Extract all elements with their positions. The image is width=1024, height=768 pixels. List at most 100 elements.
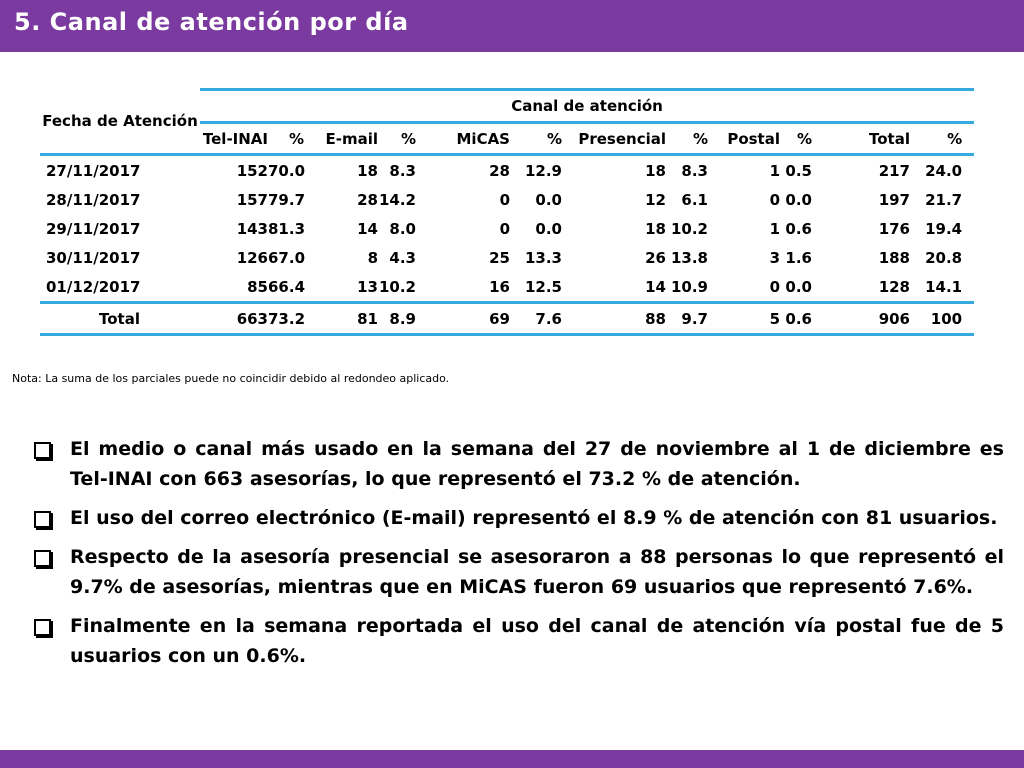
total-cell: 69 <box>428 301 510 336</box>
table-cell: 28 <box>357 190 378 209</box>
table-cell: 16 <box>489 277 510 296</box>
table-cell: 217 <box>878 161 910 180</box>
table-cell: 19.4 <box>925 219 963 238</box>
table-cell: 0 <box>499 190 510 209</box>
table-cell: 8 <box>367 248 378 267</box>
total-cell: 88 <box>574 301 666 336</box>
table-cell: 12 <box>645 190 666 209</box>
date-cell: 28/11/2017 <box>46 190 141 209</box>
bullet-item: Finalmente en la semana reportada el uso… <box>34 611 1004 671</box>
column-header: Postal <box>720 121 780 156</box>
total-cell: 5 <box>720 301 780 336</box>
table-cell: 10.2 <box>378 277 416 296</box>
table-cell: 143 <box>236 219 268 238</box>
total-cell: 81 <box>316 301 378 336</box>
bullet-list: El medio o canal más usado en la semana … <box>34 434 1004 680</box>
checkbox-bullet-icon <box>34 442 51 459</box>
table-cell: 10.9 <box>670 277 708 296</box>
table-cell: 28 <box>489 161 510 180</box>
table-cell: 1 <box>769 161 780 180</box>
total-label: Total <box>40 301 200 336</box>
footer-bar <box>0 750 1024 768</box>
total-cell: 100 <box>910 301 975 336</box>
table-cell: 0.6 <box>785 219 812 238</box>
rounding-note: Nota: La suma de los parciales puede no … <box>12 372 450 385</box>
table-cell: 197 <box>878 190 910 209</box>
date-cell: 27/11/2017 <box>46 161 141 180</box>
table-cell: 8.3 <box>389 161 416 180</box>
channel-group-header: Canal de atención <box>200 88 975 123</box>
table-cell: 3 <box>769 248 780 267</box>
total-cell: 73.2 <box>268 301 316 336</box>
total-row: Total 663 73.2 81 8.9 69 7.6 88 9.7 5 0.… <box>40 301 975 336</box>
table-cell: 0.0 <box>535 190 562 209</box>
table-cell: 157 <box>236 190 268 209</box>
table-cell: 1 <box>769 219 780 238</box>
bullet-item: Respecto de la asesoría presencial se as… <box>34 542 1004 602</box>
total-cell: 0.6 <box>780 301 824 336</box>
column-header: % <box>780 121 824 156</box>
table-cell: 176 <box>878 219 910 238</box>
table-cell: 0.5 <box>785 161 812 180</box>
table-cell: 8.3 <box>681 161 708 180</box>
bullet-text: El uso del correo electrónico (E-mail) r… <box>70 507 998 529</box>
table-cell: 0.0 <box>785 277 812 296</box>
total-cell: 8.9 <box>378 301 428 336</box>
slide-title: 5. Canal de atención por día <box>14 8 409 36</box>
checkbox-bullet-icon <box>34 550 51 567</box>
total-cell: 7.6 <box>510 301 574 336</box>
table-body: 27/11/2017 152 70.0 18 8.3 28 12.9 18 8.… <box>40 155 975 336</box>
table-cell: 18 <box>645 161 666 180</box>
table-cell: 10.2 <box>670 219 708 238</box>
table-cell: 8.0 <box>389 219 416 238</box>
bullet-text: Finalmente en la semana reportada el uso… <box>70 615 1004 667</box>
table-cell: 0 <box>769 190 780 209</box>
table-cell: 21.7 <box>925 190 963 209</box>
table-cell: 13 <box>357 277 378 296</box>
table-cell: 81.3 <box>268 219 306 238</box>
table-cell: 25 <box>489 248 510 267</box>
bullet-text: Respecto de la asesoría presencial se as… <box>70 546 1004 598</box>
table-cell: 14 <box>357 219 378 238</box>
table-cell: 24.0 <box>925 161 963 180</box>
attention-table-container: Fecha de Atención Canal de atención Tel-… <box>40 88 975 336</box>
table-cell: 12.9 <box>524 161 562 180</box>
table-cell: 14.1 <box>925 277 963 296</box>
column-header: Presencial <box>574 121 666 156</box>
table-cell: 70.0 <box>268 161 306 180</box>
table-cell: 12.5 <box>524 277 562 296</box>
table-cell: 13.8 <box>670 248 708 267</box>
table-cell: 188 <box>878 248 910 267</box>
date-cell: 30/11/2017 <box>46 248 141 267</box>
date-cell: 29/11/2017 <box>46 219 141 238</box>
column-header: Tel-INAI <box>200 121 268 156</box>
table-cell: 18 <box>645 219 666 238</box>
table-cell: 0 <box>769 277 780 296</box>
date-column-header: Fecha de Atención <box>40 89 200 156</box>
total-cell: 9.7 <box>666 301 720 336</box>
total-cell: 906 <box>824 301 910 336</box>
checkbox-bullet-icon <box>34 511 51 528</box>
table-row: 01/12/2017 85 66.4 13 10.2 16 12.5 14 10… <box>40 272 974 303</box>
table-cell: 6.1 <box>681 190 708 209</box>
table-cell: 126 <box>236 248 268 267</box>
table-cell: 1.6 <box>785 248 812 267</box>
column-header: % <box>510 121 574 156</box>
table-cell: 0.0 <box>535 219 562 238</box>
table-cell: 66.4 <box>268 277 306 296</box>
table-cell: 152 <box>236 161 268 180</box>
table-cell: 20.8 <box>925 248 963 267</box>
table-row: 29/11/2017 143 81.3 14 8.0 0 0.0 18 10.2… <box>40 214 974 243</box>
bullet-item: El medio o canal más usado en la semana … <box>34 434 1004 494</box>
table-row: 28/11/2017 157 79.7 28 14.2 0 0.0 12 6.1… <box>40 185 974 214</box>
table-cell: 18 <box>357 161 378 180</box>
table-row: 30/11/2017 126 67.0 8 4.3 25 13.3 26 13.… <box>40 243 974 272</box>
header-bar: 5. Canal de atención por día <box>0 0 1024 52</box>
table-cell: 128 <box>878 277 910 296</box>
column-header: % <box>910 121 975 156</box>
column-header: E-mail <box>316 121 378 156</box>
bullet-item: El uso del correo electrónico (E-mail) r… <box>34 503 1004 533</box>
table-cell: 13.3 <box>524 248 562 267</box>
bullet-text: El medio o canal más usado en la semana … <box>70 438 1004 490</box>
table-cell: 67.0 <box>268 248 306 267</box>
